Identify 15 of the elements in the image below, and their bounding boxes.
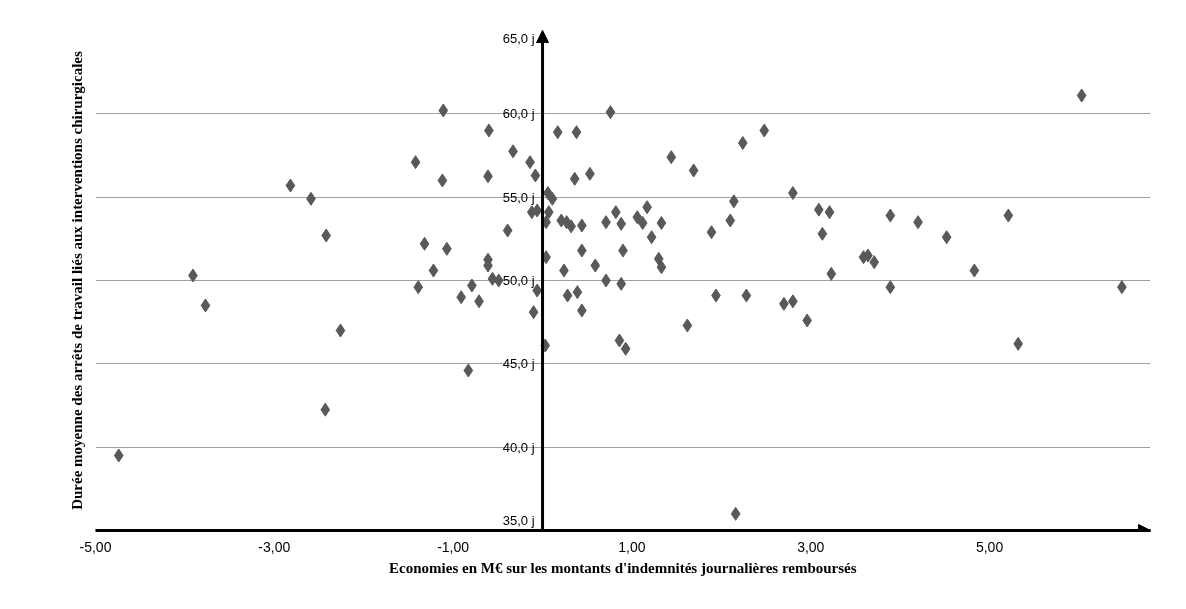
x-tick-label: -1,00 xyxy=(437,538,470,555)
y-tick-label: 65,0 j xyxy=(502,31,535,46)
y-tick-label: 35,0 j xyxy=(502,513,535,528)
y-tick-label: 60,0 j xyxy=(502,106,535,122)
x-axis-title: Economies en M€ sur les montants d'indemnités journalières remboursés xyxy=(389,559,857,576)
x-tick-label: 1,00 xyxy=(618,538,646,555)
x-tick-label: 3,00 xyxy=(797,538,825,555)
x-tick-label: 5,00 xyxy=(975,538,1004,555)
x-tick-label: -5,00 xyxy=(79,538,112,555)
y-tick-label: 45,0 j xyxy=(502,356,535,372)
x-tick-label: -3,00 xyxy=(258,538,291,555)
y-axis-title: Durée moyenne des arrêts de travail liés aux interventions chirurgicales xyxy=(68,51,85,510)
y-tick-label: 50,0 j xyxy=(502,273,535,288)
y-tick-label: 40,0 j xyxy=(502,439,535,455)
y-tick-label: 55,0 j xyxy=(502,189,535,205)
